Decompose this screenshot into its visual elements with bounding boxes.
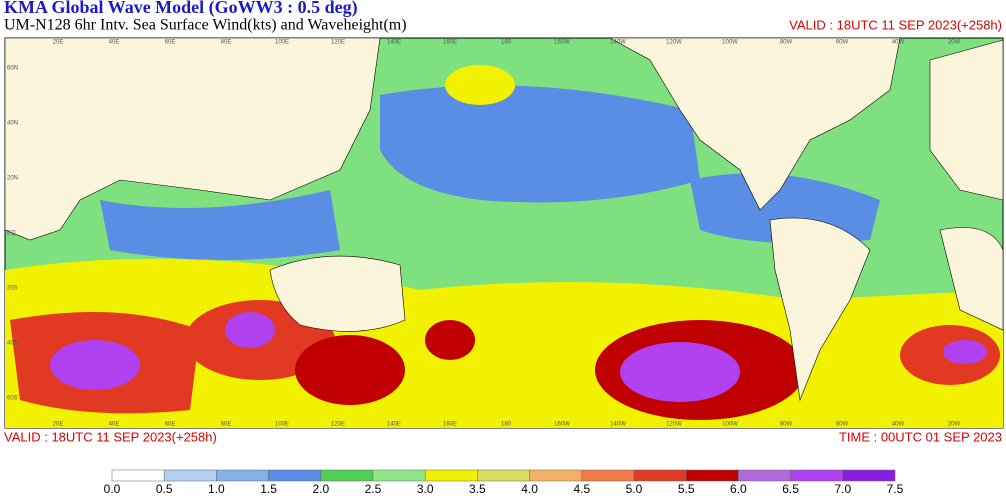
- lat-label: EQ: [7, 231, 16, 237]
- lon-label: 180: [501, 40, 512, 46]
- valid-bottom: VALID : 18UTC 11 SEP 2023(+258h): [4, 429, 217, 444]
- lon-label: 20E: [53, 422, 64, 428]
- lon-label: 80E: [221, 40, 232, 46]
- lon-label: 140E: [387, 422, 401, 428]
- color-box: [111, 469, 165, 482]
- lon-label: 20W: [948, 422, 961, 428]
- land: [769, 217, 871, 402]
- land: [609, 37, 901, 211]
- subtitle: UM-N128 6hr Intv. Sea Surface Wind(kts) …: [4, 17, 407, 34]
- lon-label: 40W: [892, 40, 905, 46]
- level-label: 2.5: [365, 482, 382, 496]
- lon-label: 80W: [780, 40, 793, 46]
- map: [4, 37, 1004, 429]
- land: [929, 39, 1004, 201]
- wave-region: [50, 340, 140, 390]
- land: [269, 255, 406, 332]
- level-label: 2.0: [312, 482, 329, 496]
- lon-label: 60E: [165, 422, 176, 428]
- lon-label: 20W: [948, 40, 961, 46]
- lon-label: 40E: [109, 422, 120, 428]
- level-label: 6.0: [730, 482, 747, 496]
- land: [4, 37, 381, 241]
- wave-region: [295, 335, 405, 405]
- lon-label: 120W: [666, 422, 682, 428]
- level-label: 3.5: [469, 482, 486, 496]
- lon-label: 60W: [836, 40, 849, 46]
- lon-label: 160E: [443, 40, 457, 46]
- title: KMA Global Wave Model (GoWW3 : 0.5 deg): [4, 0, 358, 18]
- lon-label: 100W: [722, 422, 738, 428]
- level-label: 1.5: [260, 482, 277, 496]
- color-box: [477, 469, 530, 482]
- lon-label: 140E: [387, 40, 401, 46]
- color-box: [216, 469, 269, 482]
- level-label: 4.5: [573, 482, 590, 496]
- level-label: 1.0: [208, 482, 225, 496]
- time: TIME : 00UTC 01 SEP 2023: [839, 429, 1002, 444]
- wave-region: [425, 320, 475, 360]
- wave-region: [380, 85, 700, 203]
- lon-label: 40E: [109, 40, 120, 46]
- color-box: [633, 469, 687, 482]
- lon-label: 40W: [892, 422, 905, 428]
- lon-label: 60E: [165, 40, 176, 46]
- color-box: [738, 469, 791, 482]
- lon-label: 120E: [331, 40, 345, 46]
- level-label: 0.0: [104, 482, 121, 496]
- lon-label: 20E: [53, 40, 64, 46]
- lon-label: 140W: [610, 422, 626, 428]
- level-label: 5.5: [678, 482, 695, 496]
- lat-label: 60N: [7, 66, 18, 72]
- lon-label: 100E: [275, 422, 289, 428]
- wave-region: [225, 312, 275, 348]
- lon-label: 120W: [666, 40, 682, 46]
- wave-region: [445, 65, 515, 105]
- color-box: [424, 469, 478, 482]
- lon-label: 140W: [610, 40, 626, 46]
- color-box: [790, 469, 844, 482]
- level-label: 4.0: [521, 482, 538, 496]
- color-box: [842, 469, 896, 482]
- valid-top: VALID : 18UTC 11 SEP 2023(+258h): [789, 17, 1002, 32]
- level-label: 7.0: [834, 482, 851, 496]
- lon-label: 100W: [722, 40, 738, 46]
- level-label: 0.5: [156, 482, 173, 496]
- level-label: 7.5: [887, 482, 904, 496]
- lat-label: 20N: [7, 176, 18, 182]
- colorbar: 0.0 0.5 1.0 1.5 2.0 2.5 3.0 3.5 4.0 4.5 5.0 5.5 6.0 6…: [104, 469, 904, 496]
- wave-region: [100, 190, 340, 260]
- lat-label: 20S: [7, 286, 18, 292]
- lon-label: 120E: [331, 422, 345, 428]
- lon-label: 160E: [443, 422, 457, 428]
- lon-label: 180: [501, 422, 512, 428]
- lon-label: 100E: [275, 40, 289, 46]
- color-box: [268, 469, 322, 482]
- color-box: [163, 469, 217, 482]
- lat-label: 40N: [7, 121, 18, 127]
- lon-label: 80W: [780, 422, 793, 428]
- color-box: [685, 469, 739, 482]
- lon-label: 60W: [836, 422, 849, 428]
- lon-label: 160W: [554, 40, 570, 46]
- lat-label: 60S: [7, 396, 18, 402]
- level-label: 3.0: [417, 482, 434, 496]
- level-label: 6.5: [782, 482, 799, 496]
- color-box: [372, 469, 426, 482]
- lon-label: 80E: [221, 422, 232, 428]
- lon-label: 160W: [554, 422, 570, 428]
- wave-region: [620, 342, 740, 402]
- level-label: 5.0: [626, 482, 643, 496]
- color-box: [529, 469, 583, 482]
- lat-label: 40S: [7, 341, 18, 347]
- land: [939, 227, 1004, 331]
- wave-region: [943, 340, 987, 364]
- color-box: [320, 469, 374, 482]
- color-box: [581, 469, 635, 482]
